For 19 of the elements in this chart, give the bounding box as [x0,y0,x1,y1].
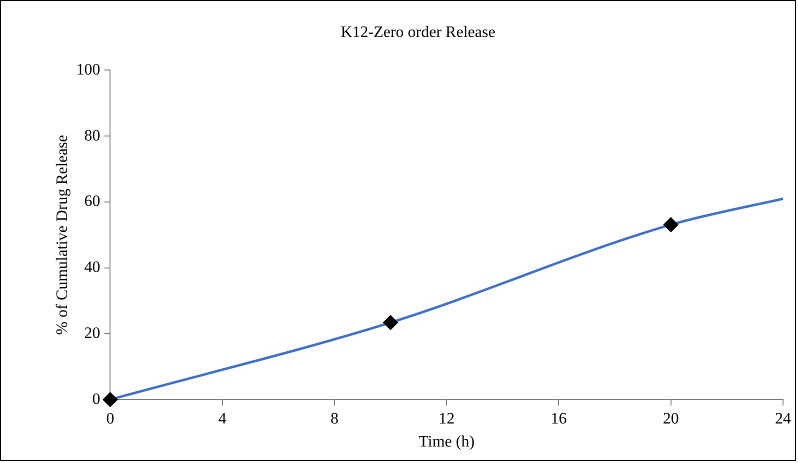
y-tick-label: 20 [84,324,100,342]
point [102,392,118,408]
point [663,217,678,232]
chart-title: K12-Zero order Release [340,24,496,41]
y-tick-label: 40 [84,259,100,276]
x-tick-label: 12 [438,410,455,428]
x-tick-label: 16 [550,410,567,428]
point [383,315,398,330]
y-tick-label: 100 [76,61,100,78]
x-tick-label: 20 [662,410,679,428]
x-axis-title: Time (h) [418,434,475,451]
y-axis-title: % of Cumulative Drug Release [54,134,71,335]
x-tick-label: 24 [775,410,791,428]
y-tick-label: 60 [84,193,100,210]
x-tick-label: 8 [330,410,338,428]
x-tick-label: 0 [106,410,114,428]
y-tick-label: 80 [84,127,100,144]
x-tick-label: 4 [218,410,226,428]
y-tick-label: 0 [92,390,100,408]
